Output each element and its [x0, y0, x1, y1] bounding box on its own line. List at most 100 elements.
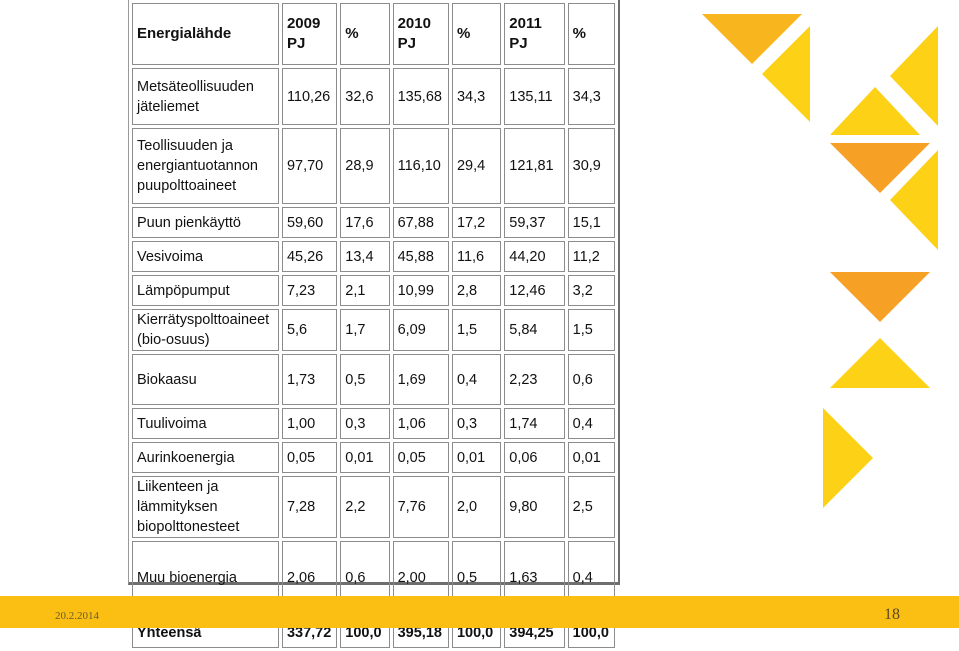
- percent-cell: 17,6: [340, 207, 390, 238]
- pj-value-cell: 0,05: [281, 442, 338, 473]
- pj-value-cell: 5,6: [281, 309, 338, 351]
- pj-value-cell: 1,06: [392, 408, 449, 439]
- percent-cell: 29,4: [451, 128, 502, 204]
- energy-source-cell: Tuulivoima: [132, 408, 279, 439]
- percent-cell: 0,01: [340, 442, 390, 473]
- pj-value-cell: 7,76: [392, 476, 449, 538]
- pj-value-cell: 1,00: [281, 408, 338, 439]
- decor-triangle: [830, 272, 930, 322]
- pj-value-cell: 2011 PJ: [504, 3, 565, 65]
- energy-source-cell: Aurinkoenergia: [132, 442, 279, 473]
- energy-source-cell: Kierrätyspolttoaineet (bio-osuus): [132, 309, 279, 351]
- percent-cell: %: [340, 3, 390, 65]
- percent-cell: 2,8: [451, 275, 502, 306]
- percent-cell: 2,0: [451, 476, 502, 538]
- table-row: Tuulivoima 1,00 0,3 1,06 0,3 1,74 0,4: [132, 408, 615, 439]
- percent-cell: 32,6: [340, 68, 390, 125]
- percent-cell: 15,1: [567, 207, 615, 238]
- pj-value-cell: 110,26: [281, 68, 338, 125]
- percent-cell: 0,5: [340, 354, 390, 405]
- percent-cell: 28,9: [340, 128, 390, 204]
- page-number: 18: [884, 606, 900, 623]
- pj-value-cell: 10,99: [392, 275, 449, 306]
- decor-triangle: [890, 26, 938, 126]
- pj-value-cell: 12,46: [504, 275, 565, 306]
- percent-cell: 0,01: [451, 442, 502, 473]
- pj-value-cell: 5,84: [504, 309, 565, 351]
- energy-source-cell: Biokaasu: [132, 354, 279, 405]
- percent-cell: 1,5: [451, 309, 502, 351]
- pj-value-cell: 135,11: [504, 68, 565, 125]
- pj-value-cell: 7,23: [281, 275, 338, 306]
- table-row: Puun pienkäyttö 59,60 17,6 67,88 17,2 59,37 15…: [132, 207, 615, 238]
- percent-cell: 17,2: [451, 207, 502, 238]
- pj-value-cell: 121,81: [504, 128, 565, 204]
- percent-cell: 11,2: [567, 241, 615, 272]
- pj-value-cell: 0,05: [392, 442, 449, 473]
- percent-cell: 13,4: [340, 241, 390, 272]
- decor-triangle: [890, 150, 938, 250]
- percent-cell: 0,01: [567, 442, 615, 473]
- decor-triangle: [702, 14, 802, 64]
- percent-cell: 1,5: [567, 309, 615, 351]
- percent-cell: 3,2: [567, 275, 615, 306]
- pj-value-cell: 116,10: [392, 128, 449, 204]
- percent-cell: 0,6: [567, 354, 615, 405]
- table-row: Biokaasu 1,73 0,5 1,69 0,4 2,23 0,6: [132, 354, 615, 405]
- table-row: Aurinkoenergia 0,05 0,01 0,05 0,01 0,06 0,01: [132, 442, 615, 473]
- pj-value-cell: 45,26: [281, 241, 338, 272]
- percent-cell: 11,6: [451, 241, 502, 272]
- pj-value-cell: 6,09: [392, 309, 449, 351]
- energy-source-cell: Liikenteen ja lämmityksen biopolttoneste…: [132, 476, 279, 538]
- table-row: Kierrätyspolttoaineet (bio-osuus) 5,6 1,7 6…: [132, 309, 615, 351]
- table-header-row: Energialähde 2009 PJ% 2010 PJ% 2011 PJ%: [132, 3, 615, 65]
- pj-value-cell: 45,88: [392, 241, 449, 272]
- energy-source-cell: Teollisuuden ja energiantuotannon puupol…: [132, 128, 279, 204]
- percent-cell: 0,3: [451, 408, 502, 439]
- percent-cell: 34,3: [567, 68, 615, 125]
- table-row: Metsäteollisuuden jäteliemet 110,26 32,6 13…: [132, 68, 615, 125]
- table-row: Liikenteen ja lämmityksen biopolttoneste…: [132, 476, 615, 538]
- percent-cell: 0,3: [340, 408, 390, 439]
- energy-source-cell: Lämpöpumput: [132, 275, 279, 306]
- pj-value-cell: 67,88: [392, 207, 449, 238]
- decor-triangle: [762, 26, 810, 122]
- percent-cell: 1,7: [340, 309, 390, 351]
- percent-cell: 0,4: [567, 408, 615, 439]
- pj-value-cell: 2,23: [504, 354, 565, 405]
- percent-cell: 2,1: [340, 275, 390, 306]
- pj-value-cell: 7,28: [281, 476, 338, 538]
- pj-value-cell: 9,80: [504, 476, 565, 538]
- pj-value-cell: 135,68: [392, 68, 449, 125]
- percent-cell: %: [451, 3, 502, 65]
- decor-triangle: [830, 143, 930, 193]
- energy-table-container: Energialähde 2009 PJ% 2010 PJ% 2011 PJ% Mets…: [128, 0, 620, 648]
- pj-value-cell: 44,20: [504, 241, 565, 272]
- percent-cell: 2,2: [340, 476, 390, 538]
- pj-value-cell: 1,73: [281, 354, 338, 405]
- percent-cell: 0,4: [451, 354, 502, 405]
- percent-cell: 2,5: [567, 476, 615, 538]
- percent-cell: 34,3: [451, 68, 502, 125]
- pj-value-cell: 1,69: [392, 354, 449, 405]
- decor-triangle: [830, 87, 920, 135]
- pj-value-cell: 0,06: [504, 442, 565, 473]
- pj-value-cell: 2010 PJ: [392, 3, 449, 65]
- pj-value-cell: 2009 PJ: [281, 3, 338, 65]
- pj-value-cell: 59,60: [281, 207, 338, 238]
- decor-triangle: [830, 338, 930, 388]
- percent-cell: %: [567, 3, 615, 65]
- table-row: Lämpöpumput 7,23 2,1 10,99 2,8 12,46 3,2: [132, 275, 615, 306]
- energy-source-cell: Energialähde: [132, 3, 279, 65]
- percent-cell: 30,9: [567, 128, 615, 204]
- decor-triangle: [823, 408, 873, 508]
- energy-source-cell: Vesivoima: [132, 241, 279, 272]
- energy-source-cell: Metsäteollisuuden jäteliemet: [132, 68, 279, 125]
- table-row: Teollisuuden ja energiantuotannon puupol…: [132, 128, 615, 204]
- pj-value-cell: 59,37: [504, 207, 565, 238]
- pj-value-cell: 1,74: [504, 408, 565, 439]
- table-body: Energialähde 2009 PJ% 2010 PJ% 2011 PJ% Mets…: [132, 3, 615, 648]
- energy-source-cell: Puun pienkäyttö: [132, 207, 279, 238]
- decorative-triangles: [702, 14, 938, 508]
- energy-source-table: Energialähde 2009 PJ% 2010 PJ% 2011 PJ% Mets…: [129, 0, 618, 651]
